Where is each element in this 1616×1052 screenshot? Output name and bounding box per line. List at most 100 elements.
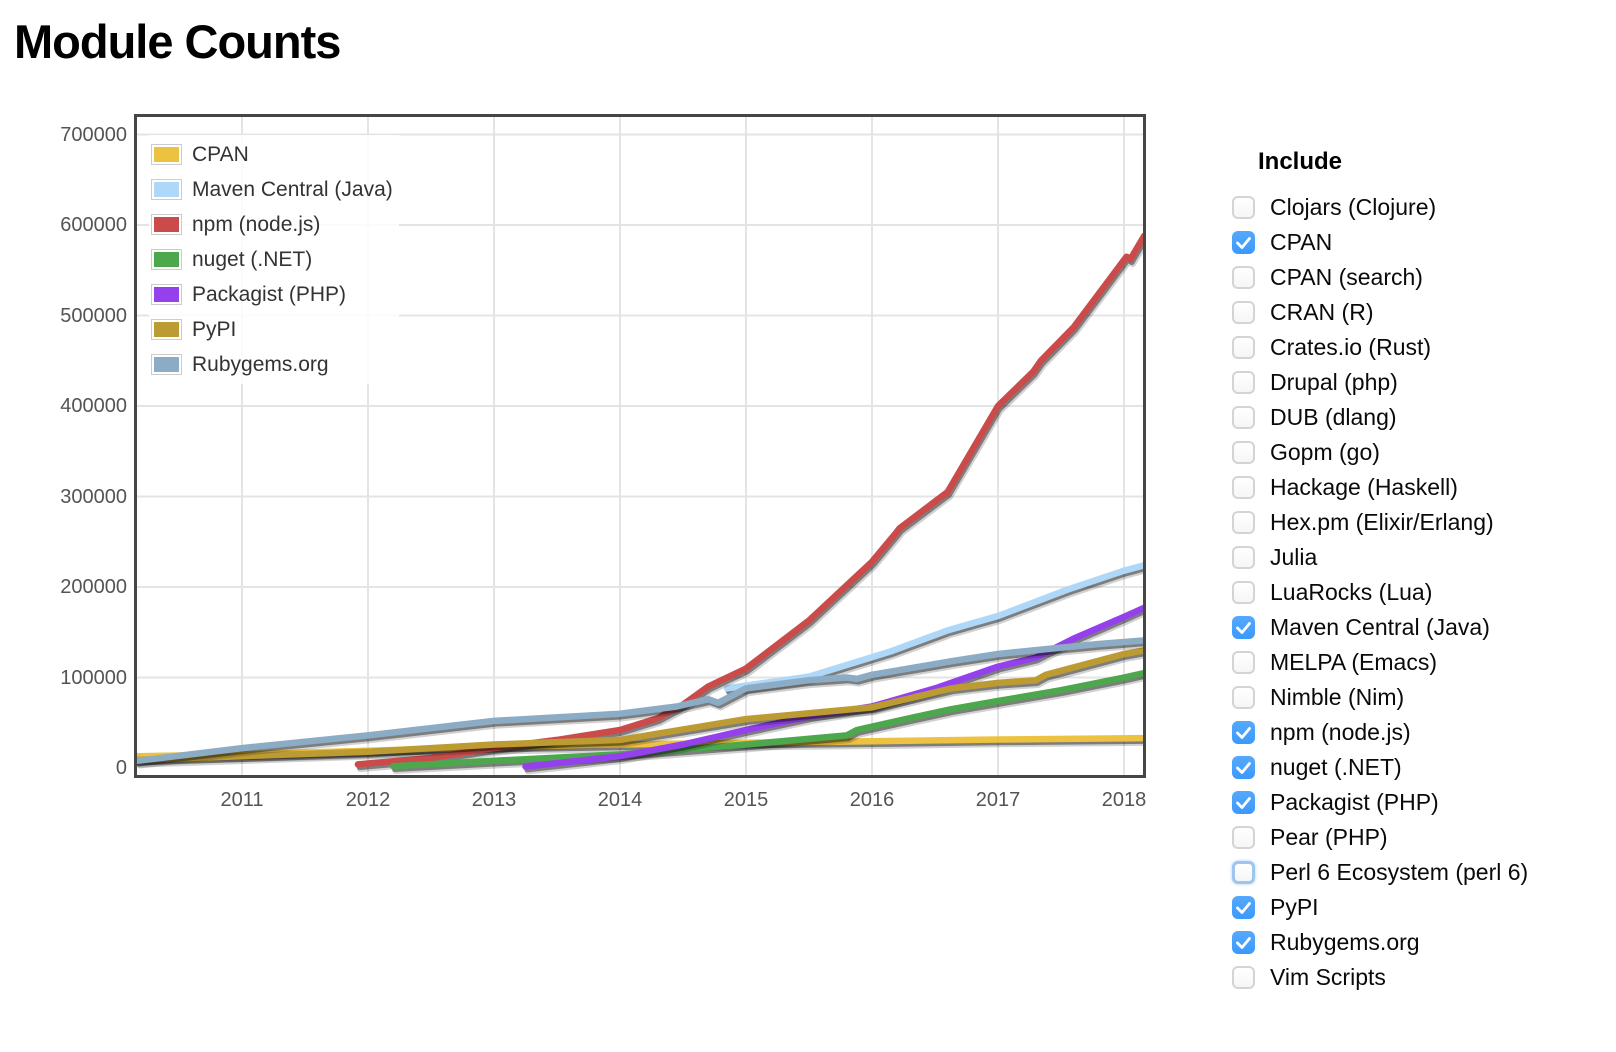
- checkbox-unchecked-icon[interactable]: [1232, 196, 1255, 219]
- include-item-label[interactable]: Julia: [1270, 544, 1318, 570]
- y-tick-label: 300000: [60, 485, 127, 508]
- include-item-label[interactable]: Nimble (Nim): [1270, 684, 1405, 710]
- checkbox-checked-icon[interactable]: [1232, 756, 1255, 779]
- chart-legend: CPAN Maven Central (Java) npm (node.js) nug…: [149, 135, 399, 384]
- include-item-label[interactable]: Clojars (Clojure): [1270, 194, 1437, 220]
- include-item-label[interactable]: Rubygems.org: [1270, 929, 1420, 955]
- legend-item: npm (node.js): [151, 207, 393, 242]
- checkbox-unchecked-icon[interactable]: [1232, 861, 1255, 884]
- checkbox-unchecked-icon[interactable]: [1232, 266, 1255, 289]
- checkbox-unchecked-icon[interactable]: [1232, 336, 1255, 359]
- include-item-label[interactable]: Vim Scripts: [1270, 964, 1386, 990]
- include-item-maven-central-java-[interactable]: Maven Central (Java): [1232, 610, 1528, 645]
- include-item-packagist-php-[interactable]: Packagist (PHP): [1232, 785, 1528, 820]
- include-item-label[interactable]: Packagist (PHP): [1270, 789, 1439, 815]
- legend-label: Maven Central (Java): [192, 177, 393, 201]
- include-item-label[interactable]: DUB (dlang): [1270, 404, 1397, 430]
- y-tick-label: 600000: [60, 214, 127, 236]
- x-tick-label: 2012: [345, 789, 391, 811]
- include-item-melpa-emacs-[interactable]: MELPA (Emacs): [1232, 645, 1528, 680]
- check-icon: [1236, 727, 1251, 739]
- checkbox-checked-icon[interactable]: [1232, 791, 1255, 814]
- include-item-nimble-nim-[interactable]: Nimble (Nim): [1232, 680, 1528, 715]
- include-item-label[interactable]: nuget (.NET): [1270, 754, 1402, 780]
- checkbox-checked-icon[interactable]: [1232, 231, 1255, 254]
- include-item-julia[interactable]: Julia: [1232, 540, 1528, 575]
- checkbox-unchecked-icon[interactable]: [1232, 826, 1255, 849]
- include-checkbox-list: Clojars (Clojure) CPAN CPAN (search) CRAN (…: [1232, 190, 1528, 995]
- include-item-cpan[interactable]: CPAN: [1232, 225, 1528, 260]
- checkbox-checked-icon[interactable]: [1232, 616, 1255, 639]
- include-item-label[interactable]: Pear (PHP): [1270, 824, 1388, 850]
- legend-item: Rubygems.org: [151, 347, 393, 382]
- checkbox-unchecked-icon[interactable]: [1232, 546, 1255, 569]
- checkbox-checked-icon[interactable]: [1232, 896, 1255, 919]
- legend-item: Maven Central (Java): [151, 172, 393, 207]
- include-item-label[interactable]: Maven Central (Java): [1270, 614, 1490, 640]
- include-item-label[interactable]: Hex.pm (Elixir/Erlang): [1270, 509, 1494, 535]
- check-icon: [1236, 937, 1251, 949]
- checkbox-unchecked-icon[interactable]: [1232, 301, 1255, 324]
- checkbox-unchecked-icon[interactable]: [1232, 686, 1255, 709]
- include-item-pypi[interactable]: PyPI: [1232, 890, 1528, 925]
- legend-label: Rubygems.org: [192, 352, 329, 376]
- include-item-label[interactable]: npm (node.js): [1270, 719, 1411, 745]
- legend-item: CPAN: [151, 137, 393, 172]
- x-tick-label: 2013: [471, 789, 517, 811]
- checkbox-unchecked-icon[interactable]: [1232, 406, 1255, 429]
- include-item-label[interactable]: Gopm (go): [1270, 439, 1380, 465]
- checkbox-unchecked-icon[interactable]: [1232, 651, 1255, 674]
- include-item-label[interactable]: CPAN (search): [1270, 264, 1423, 290]
- y-tick-label: 500000: [60, 304, 127, 327]
- include-item-label[interactable]: LuaRocks (Lua): [1270, 579, 1433, 605]
- checkbox-unchecked-icon[interactable]: [1232, 441, 1255, 464]
- include-item-luarocks-lua-[interactable]: LuaRocks (Lua): [1232, 575, 1528, 610]
- y-tick-label: 200000: [60, 576, 127, 598]
- include-item-nuget-net-[interactable]: nuget (.NET): [1232, 750, 1528, 785]
- include-item-label[interactable]: Perl 6 Ecosystem (perl 6): [1270, 859, 1529, 885]
- include-item-perl-6-ecosystem-perl-6-[interactable]: Perl 6 Ecosystem (perl 6): [1232, 855, 1528, 890]
- include-item-label[interactable]: Hackage (Haskell): [1270, 474, 1458, 500]
- include-item-npm-node-js-[interactable]: npm (node.js): [1232, 715, 1528, 750]
- include-item-hex-pm-elixir-erlang-[interactable]: Hex.pm (Elixir/Erlang): [1232, 505, 1528, 540]
- include-item-dub-dlang-[interactable]: DUB (dlang): [1232, 400, 1528, 435]
- legend-item: nuget (.NET): [151, 242, 393, 277]
- include-item-cran-r-[interactable]: CRAN (R): [1232, 295, 1528, 330]
- include-item-label[interactable]: PyPI: [1270, 894, 1319, 920]
- x-tick-label: 2015: [723, 789, 769, 811]
- checkbox-checked-icon[interactable]: [1232, 721, 1255, 744]
- checkbox-unchecked-icon[interactable]: [1232, 371, 1255, 394]
- legend-item: Packagist (PHP): [151, 277, 393, 312]
- x-tick-label: 2017: [975, 789, 1021, 811]
- checkbox-unchecked-icon[interactable]: [1232, 476, 1255, 499]
- include-item-clojars-clojure-[interactable]: Clojars (Clojure): [1232, 190, 1528, 225]
- legend-swatch-icon: [151, 214, 182, 235]
- checkbox-unchecked-icon[interactable]: [1232, 966, 1255, 989]
- include-item-drupal-php-[interactable]: Drupal (php): [1232, 365, 1528, 400]
- legend-swatch-icon: [151, 144, 182, 165]
- include-item-hackage-haskell-[interactable]: Hackage (Haskell): [1232, 470, 1528, 505]
- include-item-label[interactable]: Crates.io (Rust): [1270, 334, 1432, 360]
- y-tick-label: 400000: [60, 395, 127, 417]
- series-shadow: [137, 652, 1143, 768]
- checkbox-unchecked-icon[interactable]: [1232, 581, 1255, 604]
- include-item-rubygems-org[interactable]: Rubygems.org: [1232, 925, 1528, 960]
- checkbox-checked-icon[interactable]: [1232, 931, 1255, 954]
- checkbox-unchecked-icon[interactable]: [1232, 511, 1255, 534]
- series-line-rubygems-org: [137, 637, 1143, 765]
- legend-swatch-icon: [151, 179, 182, 200]
- include-item-crates-io-rust-[interactable]: Crates.io (Rust): [1232, 330, 1528, 365]
- legend-label: CPAN: [192, 142, 249, 166]
- include-item-label[interactable]: MELPA (Emacs): [1270, 649, 1437, 675]
- series-shadow: [137, 641, 1143, 769]
- include-item-label[interactable]: Drupal (php): [1270, 369, 1398, 395]
- include-item-cpan-search-[interactable]: CPAN (search): [1232, 260, 1528, 295]
- include-item-label[interactable]: CPAN: [1270, 229, 1333, 255]
- include-item-vim-scripts[interactable]: Vim Scripts: [1232, 960, 1528, 995]
- check-icon: [1236, 902, 1251, 914]
- include-item-gopm-go-[interactable]: Gopm (go): [1232, 435, 1528, 470]
- include-item-pear-php-[interactable]: Pear (PHP): [1232, 820, 1528, 855]
- plot-area: CPAN Maven Central (Java) npm (node.js) nug…: [134, 114, 1146, 778]
- include-item-label[interactable]: CRAN (R): [1270, 299, 1374, 325]
